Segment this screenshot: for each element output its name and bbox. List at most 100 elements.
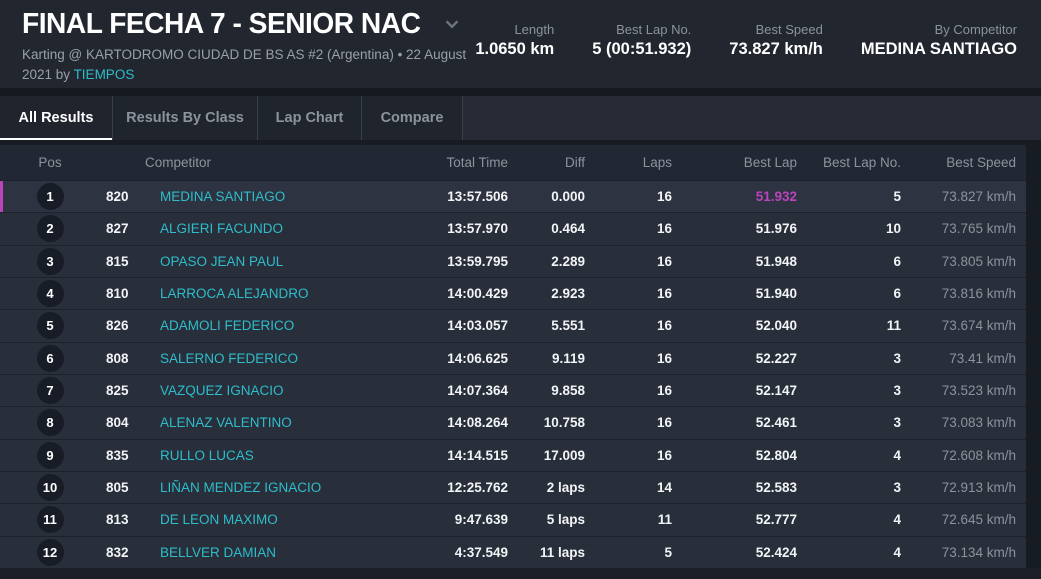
laps-cell: 16 [656, 415, 672, 431]
best-speed-cell: 73.765 km/h [941, 221, 1016, 237]
tab-lap-chart[interactable]: Lap Chart [258, 96, 362, 140]
stat-best-speed-label: Best Speed [755, 22, 823, 37]
best-lap-cell: 52.040 [755, 318, 797, 334]
best-lap-cell: 52.461 [755, 415, 797, 431]
best-lap-cell: 52.227 [755, 350, 797, 366]
table-row[interactable]: 5 826 ADAMOLI FEDERICO 14:03.057 5.551 1… [0, 309, 1026, 342]
laps-cell: 16 [656, 383, 672, 399]
best-speed-cell: 73.674 km/h [941, 318, 1016, 334]
table-row[interactable]: 10 805 LIÑAN MENDEZ IGNACIO 12:25.762 2 … [0, 470, 1026, 504]
position-badge: 7 [36, 377, 64, 405]
stat-best-lap-no: Best Lap No. 5 (00:51.932) [592, 22, 691, 59]
position-cell: 3 [0, 247, 100, 275]
col-header-best-lap-no: Best Lap No. [822, 155, 901, 170]
best-lap-cell: 51.940 [755, 286, 797, 302]
total-time-cell: 13:57.970 [447, 221, 508, 237]
table-row[interactable]: 3 815 OPASO JEAN PAUL 13:59.795 2.289 16… [0, 244, 1026, 277]
diff-cell: 0.464 [551, 221, 585, 237]
competitor-name-link[interactable]: OPASO JEAN PAUL [160, 253, 284, 269]
position-cell: 6 [0, 344, 100, 372]
best-lap-no-cell: 6 [893, 286, 901, 302]
laps-cell: 16 [656, 221, 672, 237]
kart-number: 826 [106, 318, 129, 334]
best-lap-no-cell: 3 [893, 415, 901, 431]
competitor-name-link[interactable]: ALGIERI FACUNDO [160, 221, 284, 237]
kart-number: 832 [106, 544, 129, 560]
stat-length: Length 1.0650 km [475, 22, 554, 59]
tab-compare[interactable]: Compare [362, 96, 463, 140]
position-cell: 2 [0, 215, 100, 243]
table-row[interactable]: 1 820 MEDINA SANTIAGO 13:57.506 0.000 16… [0, 180, 1026, 213]
competitor-name-link[interactable]: DE LEON MAXIMO [160, 512, 278, 528]
tab-results-by-class[interactable]: Results By Class [113, 96, 258, 140]
kart-number: 810 [106, 286, 129, 302]
position-badge: 12 [36, 538, 64, 566]
stat-best-speed: Best Speed 73.827 km/h [729, 22, 823, 59]
position-cell: 5 [0, 312, 100, 340]
table-row[interactable]: 2 827 ALGIERI FACUNDO 13:57.970 0.464 16… [0, 212, 1026, 245]
tab-table-gap [0, 140, 1041, 145]
total-time-cell: 14:08.264 [447, 415, 508, 431]
title-block: FINAL FECHA 7 - SENIOR NAC Karting @ KAR… [22, 8, 475, 84]
competitor-name-link[interactable]: SALERNO FEDERICO [160, 350, 299, 366]
position-badge: 2 [36, 215, 64, 243]
best-lap-cell: 52.147 [755, 383, 797, 399]
best-lap-no-cell: 4 [893, 447, 901, 463]
best-lap-no-cell: 3 [893, 350, 901, 366]
best-speed-cell: 72.608 km/h [941, 447, 1016, 463]
competitor-name-link[interactable]: VAZQUEZ IGNACIO [160, 383, 284, 399]
best-speed-cell: 73.134 km/h [941, 544, 1016, 560]
header-divider [0, 88, 1041, 96]
table-row[interactable]: 8 804 ALENAZ VALENTINO 14:08.264 10.758 … [0, 406, 1026, 439]
competitor-name-link[interactable]: ALENAZ VALENTINO [160, 415, 292, 431]
kart-number: 808 [106, 350, 129, 366]
col-header-diff: Diff [564, 155, 585, 170]
competitor-name-link[interactable]: LIÑAN MENDEZ IGNACIO [160, 480, 322, 496]
event-subtitle: Karting @ KARTODROMO CIUDAD DE BS AS #2 … [22, 45, 475, 84]
stat-length-value: 1.0650 km [475, 40, 555, 58]
position-cell: 12 [0, 538, 100, 566]
position-badge: 9 [36, 441, 64, 469]
tab-all-results[interactable]: All Results [0, 96, 113, 140]
position-badge: 10 [36, 474, 64, 502]
page-header: FINAL FECHA 7 - SENIOR NAC Karting @ KAR… [0, 0, 1041, 88]
chevron-down-icon[interactable] [441, 13, 463, 40]
position-cell: 11 [0, 506, 100, 534]
col-header-best-speed: Best Speed [946, 155, 1016, 170]
table-row[interactable]: 11 813 DE LEON MAXIMO 9:47.639 5 laps 11… [0, 503, 1026, 536]
stat-length-label: Length [514, 22, 555, 37]
total-time-cell: 14:00.429 [447, 286, 508, 302]
best-speed-cell: 73.083 km/h [941, 415, 1016, 431]
best-lap-no-cell: 4 [893, 544, 901, 560]
diff-cell: 17.009 [543, 447, 585, 463]
competitor-name-link[interactable]: RULLO LUCAS [160, 447, 254, 463]
total-time-cell: 14:14.515 [447, 447, 508, 463]
kart-number: 805 [106, 480, 129, 496]
competitor-name-link[interactable]: MEDINA SANTIAGO [160, 189, 286, 205]
position-badge: 5 [36, 312, 64, 340]
table-row[interactable]: 7 825 VAZQUEZ IGNACIO 14:07.364 9.858 16… [0, 373, 1026, 407]
diff-cell: 5.551 [551, 318, 585, 334]
laps-cell: 16 [656, 350, 672, 366]
competitor-name-link[interactable]: BELLVER DAMIAN [160, 544, 277, 560]
best-lap-cell: 52.424 [755, 544, 797, 560]
laps-cell: 16 [656, 318, 672, 334]
table-row[interactable]: 12 832 BELLVER DAMIAN 4:37.549 11 laps 5… [0, 535, 1026, 568]
table-row[interactable]: 6 808 SALERNO FEDERICO 14:06.625 9.119 1… [0, 341, 1026, 374]
table-row[interactable]: 4 810 LARROCA ALEJANDRO 14:00.429 2.923 … [0, 276, 1026, 310]
competitor-name-link[interactable]: ADAMOLI FEDERICO [160, 318, 295, 334]
best-lap-no-cell: 3 [893, 383, 901, 399]
laps-cell: 11 [657, 512, 672, 528]
total-time-cell: 13:59.795 [447, 253, 508, 269]
position-badge: 8 [36, 409, 64, 437]
table-row[interactable]: 9 835 RULLO LUCAS 14:14.515 17.009 16 52… [0, 438, 1026, 471]
organizer-link[interactable]: TIEMPOS [73, 66, 135, 82]
page-title: FINAL FECHA 7 - SENIOR NAC [22, 8, 421, 40]
best-speed-cell: 73.41 km/h [949, 350, 1016, 366]
diff-cell: 10.758 [543, 415, 585, 431]
best-lap-no-cell: 5 [893, 189, 901, 205]
kart-number: 825 [106, 383, 129, 399]
kart-number: 813 [106, 512, 129, 528]
competitor-name-link[interactable]: LARROCA ALEJANDRO [160, 286, 309, 302]
total-time-cell: 12:25.762 [447, 480, 508, 496]
